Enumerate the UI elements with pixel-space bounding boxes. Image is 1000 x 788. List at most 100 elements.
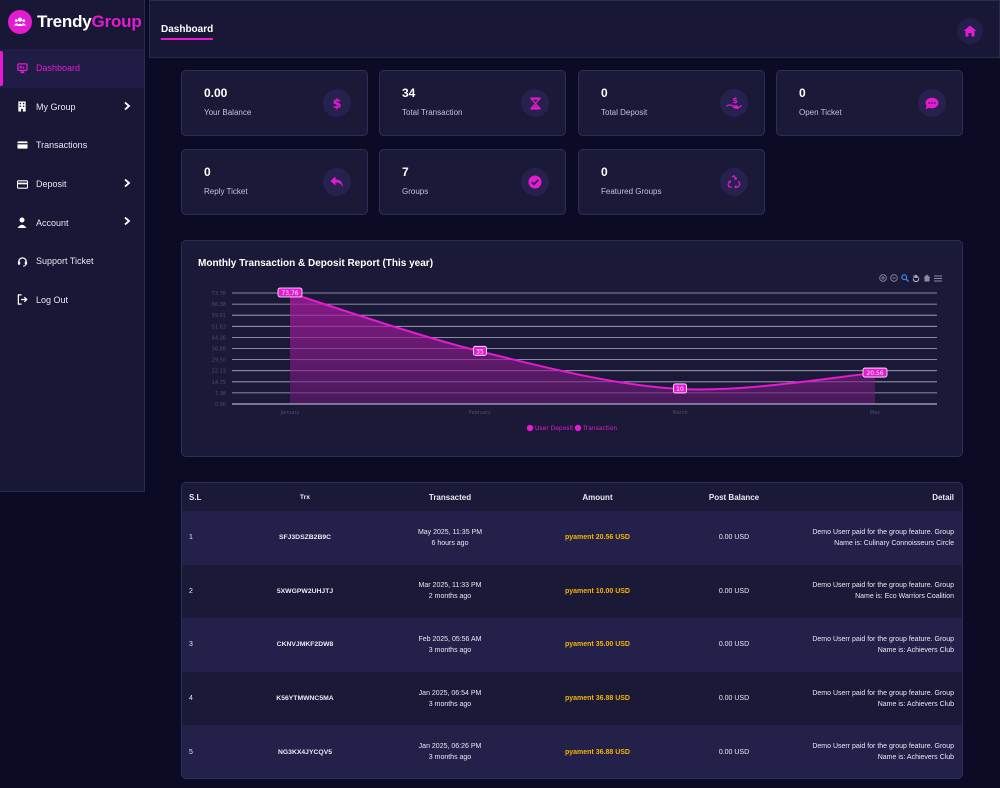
cell-detail-line1: Demo Userr paid for the group feature. G… — [812, 743, 954, 751]
cell-detail-line2: Name is: Achievers Club — [877, 646, 954, 654]
search-icon[interactable] — [901, 274, 909, 282]
cell-sl: 3 — [182, 618, 230, 672]
data-label-box — [472, 345, 487, 356]
transaction-chart: 73.76 66.38 59.01 51.63 44.26 36.88 29.50 22.13… — [212, 287, 937, 432]
transactions-table-card: S.L Trx Transacted Amount Post Balance D… — [181, 482, 963, 779]
stat-label: Reply Ticket — [204, 187, 248, 196]
reset-home-icon[interactable] — [923, 274, 931, 282]
chat-icon — [918, 89, 946, 117]
cell-detail-line2: Name is: Culinary Connoisseurs Circle — [834, 539, 954, 547]
stat-value: 0 — [204, 165, 211, 179]
cell-trx: NG3KX4JYCQV5 — [230, 725, 380, 778]
x-tick-label: January — [280, 410, 300, 416]
x-tick-label: March — [672, 410, 687, 416]
svg-text:$: $ — [332, 97, 341, 110]
cell-post-balance: 0.00 USD — [675, 564, 793, 619]
sidebar-item-log-out[interactable]: Log Out — [0, 281, 144, 320]
zoom-in-icon[interactable] — [879, 274, 887, 282]
legend-label: Transaction — [582, 425, 618, 432]
zoom-out-icon[interactable] — [890, 274, 898, 282]
sidebar-item-transactions[interactable]: Transactions — [0, 126, 144, 165]
brand-name-part2: Group — [91, 12, 142, 31]
sidebar-item-label: Support Ticket — [36, 256, 94, 267]
data-label-box — [277, 287, 303, 298]
table-row: 4 K56YTMWNC5MA Jan 2025, 06:54 PM 3 month… — [182, 671, 962, 726]
cell-trx: 5XWGPW2UHJTJ — [230, 564, 380, 619]
stat-card-open-ticket[interactable]: 0 Open Ticket — [776, 70, 963, 136]
stat-card-total-deposit[interactable]: 0 Total Deposit $ — [578, 70, 765, 136]
stat-value: 0.00 — [204, 86, 228, 100]
sidebar-item-my-group[interactable]: My Group — [0, 88, 144, 127]
cell-trx: K56YTMWNC5MA — [230, 671, 380, 726]
cell-detail-line2: Name is: Eco Warriors Coalition — [855, 593, 954, 601]
sidebar-item-support-ticket[interactable]: Support Ticket — [0, 242, 144, 281]
cell-transacted: Jan 2025, 06:26 PM 3 months ago — [380, 725, 520, 778]
cell-transacted: Jan 2025, 06:54 PM 3 months ago — [380, 671, 520, 726]
sidebar-item-dashboard[interactable]: Dashboard — [0, 49, 144, 88]
column-header-amount: Amount — [520, 483, 675, 511]
dashboard-icon — [16, 62, 28, 74]
stat-card-balance[interactable]: 0.00 Your Balance $ — [181, 70, 368, 136]
transaction-line — [289, 292, 876, 391]
cell-detail: Demo Userr paid for the group feature. G… — [793, 564, 962, 619]
cell-trx: SFJ3DSZB2B9C — [230, 511, 380, 565]
credit-card-icon — [16, 178, 28, 190]
sidebar-item-deposit[interactable]: Deposit — [0, 165, 144, 204]
cell-detail-line1: Demo Userr paid for the group feature. G… — [812, 582, 954, 590]
headset-icon — [16, 255, 28, 267]
cell-sl: 5 — [182, 725, 230, 778]
chart-toolbar — [879, 274, 942, 282]
y-tick-label: 0.00 — [215, 402, 226, 408]
cell-post-balance: 0.00 USD — [675, 511, 793, 565]
menu-icon[interactable] — [934, 274, 942, 282]
legend-label: User Deposit — [535, 425, 574, 432]
brand[interactable]: TrendyGroup — [8, 10, 142, 34]
sidebar-item-label: Transactions — [36, 140, 88, 151]
cell-detail-line1: Demo Userr paid for the group feature. G… — [812, 528, 954, 536]
sidebar: TrendyGroup Dashboard My Group Transacti… — [0, 0, 145, 492]
stat-label: Groups — [402, 187, 429, 196]
x-tick-label: February — [469, 410, 491, 416]
hand-dollar-icon: $ — [720, 89, 748, 117]
home-button[interactable] — [957, 18, 983, 44]
sidebar-item-label: Deposit — [36, 179, 67, 190]
pan-hand-icon[interactable] — [912, 274, 920, 282]
top-bar: Dashboard — [149, 0, 1000, 58]
stat-value: 0 — [601, 165, 608, 179]
building-icon — [16, 101, 28, 113]
stat-card-featured-groups[interactable]: 0 Featured Groups — [578, 149, 765, 215]
brand-name: TrendyGroup — [37, 12, 142, 32]
y-tick-label: 36.88 — [212, 347, 226, 353]
legend-marker — [574, 424, 582, 432]
reply-icon — [323, 168, 351, 196]
cell-amount: pyament 36.88 USD — [520, 725, 675, 778]
table-header-row: S.L Trx Transacted Amount Post Balance D… — [182, 483, 962, 511]
stat-label: Your Balance — [204, 108, 252, 117]
transaction-chart-card: 73.76 66.38 59.01 51.63 44.26 36.88 29.50 22.13… — [181, 240, 963, 457]
column-header-trx: Trx — [230, 483, 380, 511]
cell-trx: CKNVJMKF2DW8 — [230, 618, 380, 672]
sidebar-item-label: Dashboard — [36, 63, 81, 74]
column-header-transacted: Transacted — [380, 483, 520, 511]
chart-title: Monthly Transaction & Deposit Report (Th… — [198, 258, 434, 269]
y-tick-label: 73.76 — [212, 291, 226, 297]
transaction-area — [290, 293, 875, 404]
users-icon — [8, 10, 32, 34]
data-label: 73.76 — [281, 290, 298, 297]
cell-post-balance: 0.00 USD — [675, 671, 793, 726]
hourglass-icon — [521, 89, 549, 117]
stat-card-total-transaction[interactable]: 34 Total Transaction — [379, 70, 566, 136]
cell-ago: 6 hours ago — [431, 539, 469, 547]
cell-post-balance: 0.00 USD — [675, 618, 793, 672]
sidebar-item-account[interactable]: Account — [0, 203, 144, 242]
sidebar-item-label: Account — [36, 217, 69, 228]
stat-card-reply-ticket[interactable]: 0 Reply Ticket — [181, 149, 368, 215]
stat-label: Total Transaction — [402, 108, 463, 117]
stat-card-groups[interactable]: 7 Groups — [379, 149, 566, 215]
table-row: 3 CKNVJMKF2DW8 Feb 2025, 05:56 AM 3 month… — [182, 618, 962, 672]
cell-amount: pyament 36.88 USD — [520, 671, 675, 726]
y-tick-label: 14.75 — [212, 380, 226, 386]
data-label: 35 — [476, 348, 484, 355]
column-header-post-balance: Post Balance — [675, 483, 793, 511]
table-row: 1 SFJ3DSZB2B9C May 2025, 11:35 PM 6 hours… — [182, 511, 962, 565]
